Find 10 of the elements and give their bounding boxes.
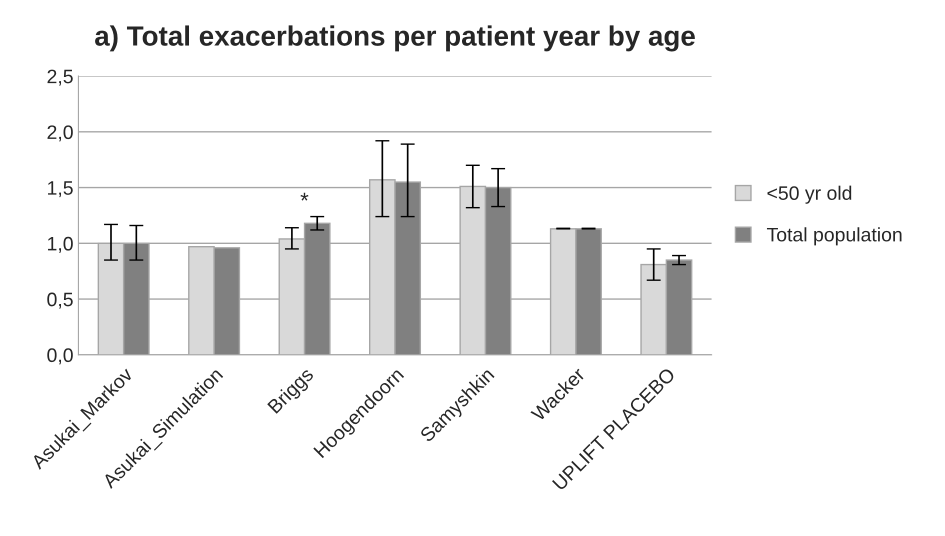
- y-tick-label: 0,0: [47, 348, 73, 364]
- legend-label: <50 yr old: [767, 186, 852, 204]
- y-tick-label: 2,5: [48, 70, 73, 86]
- y-tick-label: 0,5: [47, 292, 73, 309]
- chart-title: a) Total exacerbations per patient year by age: [95, 25, 695, 52]
- y-tick-label: 2,0: [48, 125, 73, 142]
- annotation: *: [300, 192, 308, 201]
- legend-label: Total population: [766, 227, 902, 246]
- y-tick-label: 1,5: [48, 181, 73, 198]
- y-tick-label: 1,0: [48, 236, 73, 253]
